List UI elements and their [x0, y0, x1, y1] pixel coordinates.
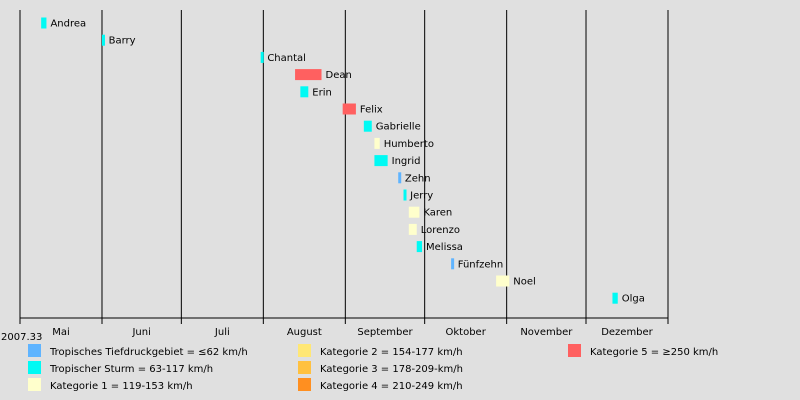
storm-bar	[295, 69, 322, 81]
storm-bar	[408, 206, 420, 218]
storm-olga: Olga	[612, 292, 645, 305]
month-label-dezember: Dezember	[601, 327, 653, 338]
storm-label: Lorenzo	[421, 225, 460, 236]
legend-label: Kategorie 4 = 210-249 km/h	[320, 381, 463, 392]
storm-bar	[374, 155, 388, 167]
storm-jerry: Jerry	[403, 189, 433, 202]
legend-item-td: Tropisches Tiefdruckgebiet = ≤62 km/h	[28, 344, 248, 358]
storm-label: Jerry	[409, 191, 433, 202]
legend-label: Kategorie 1 = 119-153 km/h	[50, 381, 193, 392]
legend-label: Kategorie 3 = 178-209-km/h	[320, 364, 463, 375]
storm-label: Chantal	[267, 53, 306, 64]
storm-bar	[416, 241, 423, 253]
storm-felix: Felix	[342, 103, 383, 116]
storm-bar	[374, 137, 380, 149]
month-label-august: August	[287, 327, 322, 338]
storm-bar	[41, 17, 47, 29]
storm-label: Karen	[423, 208, 452, 219]
legend-item-c4: Kategorie 4 = 210-249 km/h	[298, 378, 463, 392]
storm-bar	[342, 103, 356, 115]
legend-item-ts: Tropischer Sturm = 63-117 km/h	[28, 361, 213, 375]
storm-ingrid: Ingrid	[374, 155, 421, 167]
storm-bar	[496, 275, 510, 287]
storm-erin: Erin	[300, 86, 332, 98]
storm-bar	[260, 51, 264, 63]
storm-andrea: Andrea	[41, 17, 86, 30]
storm-label: Felix	[360, 105, 383, 116]
legend-label: Tropischer Sturm = 63-117 km/h	[49, 364, 213, 375]
legend-swatch	[298, 378, 311, 391]
storm-label: Noel	[513, 277, 536, 288]
month-label-september: September	[357, 327, 413, 338]
storm-barry: Barry	[101, 34, 136, 47]
legend-swatch	[28, 378, 41, 391]
storm-melissa: Melissa	[416, 241, 463, 253]
storm-label: Andrea	[50, 19, 86, 30]
month-label-juni: Juni	[131, 327, 150, 338]
storm-bar	[101, 34, 105, 46]
storm-bars: Andrea Barry Chantal Dean Erin Felix Gabrielle…	[41, 17, 645, 305]
legend-swatch	[28, 361, 41, 374]
storm-noel: Noel	[496, 275, 536, 288]
legend-swatch	[298, 344, 311, 357]
storm-funfzehn: Fünfzehn	[451, 258, 503, 270]
storm-label: Gabrielle	[376, 122, 421, 133]
axis-start-label: 2007.33	[1, 332, 42, 343]
legend: Tropisches Tiefdruckgebiet = ≤62 km/h Tro…	[28, 344, 718, 392]
storm-bar	[363, 120, 372, 132]
storm-bar	[398, 172, 402, 184]
storm-karen: Karen	[408, 206, 452, 219]
storm-label: Melissa	[426, 242, 463, 253]
storm-label: Ingrid	[392, 156, 421, 167]
storm-dean: Dean	[295, 69, 352, 81]
legend-swatch	[28, 344, 41, 357]
storm-label: Humberto	[384, 139, 434, 150]
storm-bar	[300, 86, 309, 98]
legend-item-c3: Kategorie 3 = 178-209-km/h	[298, 361, 463, 375]
legend-item-c1: Kategorie 1 = 119-153 km/h	[28, 378, 193, 392]
storm-zehn: Zehn	[398, 172, 431, 184]
legend-item-c2: Kategorie 2 = 154-177 km/h	[298, 344, 463, 358]
storm-bar	[612, 292, 618, 304]
month-label-november: November	[520, 327, 573, 338]
legend-swatch	[568, 344, 581, 357]
storm-bar	[408, 223, 417, 235]
storm-humberto: Humberto	[374, 137, 434, 150]
legend-label: Tropisches Tiefdruckgebiet = ≤62 km/h	[49, 347, 248, 358]
legend-swatch	[298, 361, 311, 374]
storm-label: Zehn	[405, 173, 431, 184]
time-axis: 2007.33 Mai Juni Juli August September Oktobe…	[1, 317, 669, 343]
month-label-juli: Juli	[214, 327, 230, 338]
storm-label: Barry	[109, 36, 136, 47]
month-label-mai: Mai	[52, 327, 70, 338]
storm-bar	[403, 189, 407, 201]
storm-chantal: Chantal	[260, 51, 306, 64]
month-label-oktober: Oktober	[446, 327, 487, 338]
storm-gabrielle: Gabrielle	[363, 120, 421, 133]
legend-label: Kategorie 5 = ≥250 km/h	[590, 347, 718, 358]
legend-item-c5: Kategorie 5 = ≥250 km/h	[568, 344, 718, 358]
legend-label: Kategorie 2 = 154-177 km/h	[320, 347, 463, 358]
storm-lorenzo: Lorenzo	[408, 223, 460, 236]
storm-bar	[451, 258, 455, 270]
storm-label: Erin	[312, 87, 332, 98]
storm-label: Fünfzehn	[458, 259, 503, 270]
storm-label: Dean	[326, 70, 352, 81]
storm-label: Olga	[622, 294, 645, 305]
